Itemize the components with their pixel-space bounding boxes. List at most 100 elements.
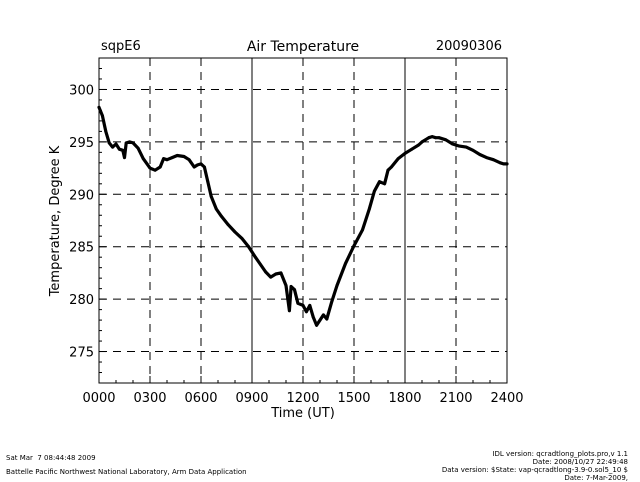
x-tick-label-0000: 0000 xyxy=(82,391,115,406)
x-tick-label-0600: 0600 xyxy=(184,391,217,406)
data-point xyxy=(383,182,386,186)
y-tick-label-290: 290 xyxy=(69,188,94,203)
data-point xyxy=(104,130,108,133)
x-tick-label-0300: 0300 xyxy=(133,391,166,406)
data-point xyxy=(373,189,376,193)
data-point xyxy=(478,153,482,156)
data-point xyxy=(153,168,157,172)
data-point xyxy=(170,156,174,160)
data-point xyxy=(206,180,210,184)
data-point xyxy=(492,158,495,162)
data-point xyxy=(434,136,437,140)
grid-lines xyxy=(99,58,507,383)
footer-left: Sat Mar 7 08:44:48 2009 Battelle Pacific… xyxy=(6,454,247,476)
x-tick-label-1200: 1200 xyxy=(286,391,319,406)
data-point xyxy=(192,165,196,169)
y-axis-label: Temperature, Degree K xyxy=(48,145,63,297)
data-point xyxy=(451,142,454,146)
data-point xyxy=(296,301,300,305)
data-point xyxy=(311,315,315,319)
date-label: 20090306 xyxy=(436,39,502,54)
data-point xyxy=(162,157,166,161)
y-tick-label-280: 280 xyxy=(69,293,94,308)
x-tick-label-2400: 2400 xyxy=(490,391,523,406)
data-point xyxy=(269,275,273,279)
idl-date: Date: 2008/10/27 22:49:48 xyxy=(532,458,628,466)
data-point xyxy=(118,147,121,151)
data-point xyxy=(254,255,257,259)
y-tick-label-295: 295 xyxy=(69,136,94,151)
data-point xyxy=(352,244,356,248)
data-point xyxy=(361,228,364,232)
x-tick-label-0900: 0900 xyxy=(235,391,268,406)
data-point xyxy=(322,313,325,317)
data-point xyxy=(199,162,203,166)
data-point xyxy=(318,318,322,322)
data-point xyxy=(124,141,128,145)
x-tick-label-1500: 1500 xyxy=(337,391,370,406)
x-tick-labels: 0000 0300 0600 0900 1200 1500 1800 2100 2400 xyxy=(82,391,523,406)
data-point xyxy=(233,230,237,234)
data-point xyxy=(301,304,305,307)
data-point xyxy=(97,105,101,109)
data-point xyxy=(505,162,509,166)
data-point xyxy=(131,141,135,145)
data-point xyxy=(325,317,329,321)
data-point xyxy=(101,114,104,118)
y-tick-label-275: 275 xyxy=(69,346,94,361)
y-tick-label-300: 300 xyxy=(69,83,94,98)
data-point xyxy=(403,152,407,155)
data-point xyxy=(315,323,318,327)
data-point xyxy=(182,155,186,158)
data-point xyxy=(128,140,132,144)
organization-credit: Battelle Pacific Northwest National Labo… xyxy=(6,468,247,476)
data-point xyxy=(220,214,223,218)
y-tick-labels: 275 280 285 290 295 300 xyxy=(69,83,94,360)
chart-title: Air Temperature xyxy=(247,39,359,55)
x-axis-label: Time (UT) xyxy=(270,406,335,421)
data-point xyxy=(158,165,162,169)
data-point xyxy=(187,158,191,162)
data-point xyxy=(437,136,441,140)
data-point xyxy=(444,138,448,142)
data-point xyxy=(289,285,293,288)
data-point xyxy=(284,284,288,287)
data-point xyxy=(464,145,468,149)
data-point xyxy=(148,166,152,170)
data-version: Data version: $State: vap-qcradtlong-3.9… xyxy=(441,466,628,474)
data-point xyxy=(203,165,206,169)
data-point xyxy=(305,310,308,314)
data-point xyxy=(259,263,262,266)
data-point xyxy=(175,154,179,157)
series-air-temperature xyxy=(97,105,509,327)
data-point xyxy=(141,157,145,161)
data-point xyxy=(279,271,283,275)
data-point xyxy=(378,180,381,184)
data-point xyxy=(209,195,213,198)
data-point xyxy=(420,140,424,144)
data-point xyxy=(214,207,218,211)
data-point xyxy=(502,162,505,166)
data-point xyxy=(417,143,420,147)
data-point xyxy=(330,299,334,303)
data-point xyxy=(107,141,111,145)
data-point xyxy=(114,142,118,146)
data-date: Date: 7-Mar-2009, xyxy=(564,474,628,482)
axis-ticks xyxy=(98,57,508,384)
data-point xyxy=(226,223,230,227)
data-point xyxy=(196,163,200,167)
data-point xyxy=(247,245,251,249)
data-point xyxy=(264,270,267,274)
y-tick-label-285: 285 xyxy=(69,241,94,256)
data-point xyxy=(471,148,475,152)
data-point xyxy=(293,288,296,292)
generated-timestamp: Sat Mar 7 08:44:48 2009 xyxy=(6,454,96,462)
data-point xyxy=(430,135,434,139)
data-point xyxy=(288,309,291,313)
data-point xyxy=(485,156,488,160)
x-tick-label-2100: 2100 xyxy=(439,391,472,406)
data-point xyxy=(344,262,347,265)
data-point xyxy=(427,136,431,140)
data-point xyxy=(424,138,427,142)
